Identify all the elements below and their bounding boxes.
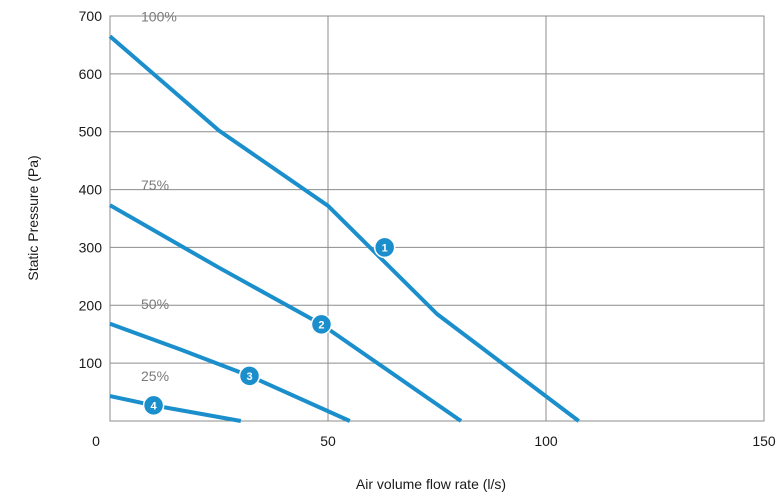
- y-tick-label: 100: [79, 355, 103, 371]
- series-lines: [108, 34, 580, 423]
- x-tick-label: 100: [534, 433, 558, 449]
- series-line: [109, 203, 463, 423]
- series-label: 25%: [141, 368, 169, 384]
- series-label: 75%: [141, 177, 169, 193]
- series-marker-label: 3: [246, 371, 252, 383]
- y-axis-label: Static Pressure (Pa): [25, 155, 41, 280]
- y-tick-label: 400: [79, 182, 103, 198]
- x-tick-label: 50: [320, 433, 336, 449]
- series-marker: [310, 313, 333, 336]
- series-markers: 1 2 3 4: [142, 236, 396, 417]
- series-labels: 100% 75% 50% 25%: [141, 8, 177, 384]
- series-line: [109, 394, 242, 423]
- series-marker: [238, 365, 261, 387]
- series-marker-label: 4: [151, 400, 158, 412]
- series-marker-label: 1: [382, 242, 388, 254]
- series-label: 100%: [141, 8, 177, 24]
- x-tick-label: 0: [92, 433, 100, 449]
- y-tick-label: 500: [79, 124, 103, 140]
- y-tick-label: 200: [79, 297, 103, 313]
- series-label: 50%: [141, 296, 169, 312]
- tick-labels: 100 200 300 400 500 600 700 0 50 100 150: [79, 8, 776, 449]
- series-marker: [373, 236, 396, 259]
- y-tick-label: 700: [79, 8, 103, 24]
- x-tick-label: 150: [752, 433, 776, 449]
- y-tick-label: 300: [79, 239, 103, 255]
- series-marker: [142, 394, 165, 417]
- series-line: [108, 34, 580, 423]
- x-axis-label: Air volume flow rate (l/s): [356, 476, 506, 492]
- series-marker-label: 2: [318, 319, 324, 331]
- series-line: [109, 321, 351, 423]
- y-tick-label: 600: [79, 66, 103, 82]
